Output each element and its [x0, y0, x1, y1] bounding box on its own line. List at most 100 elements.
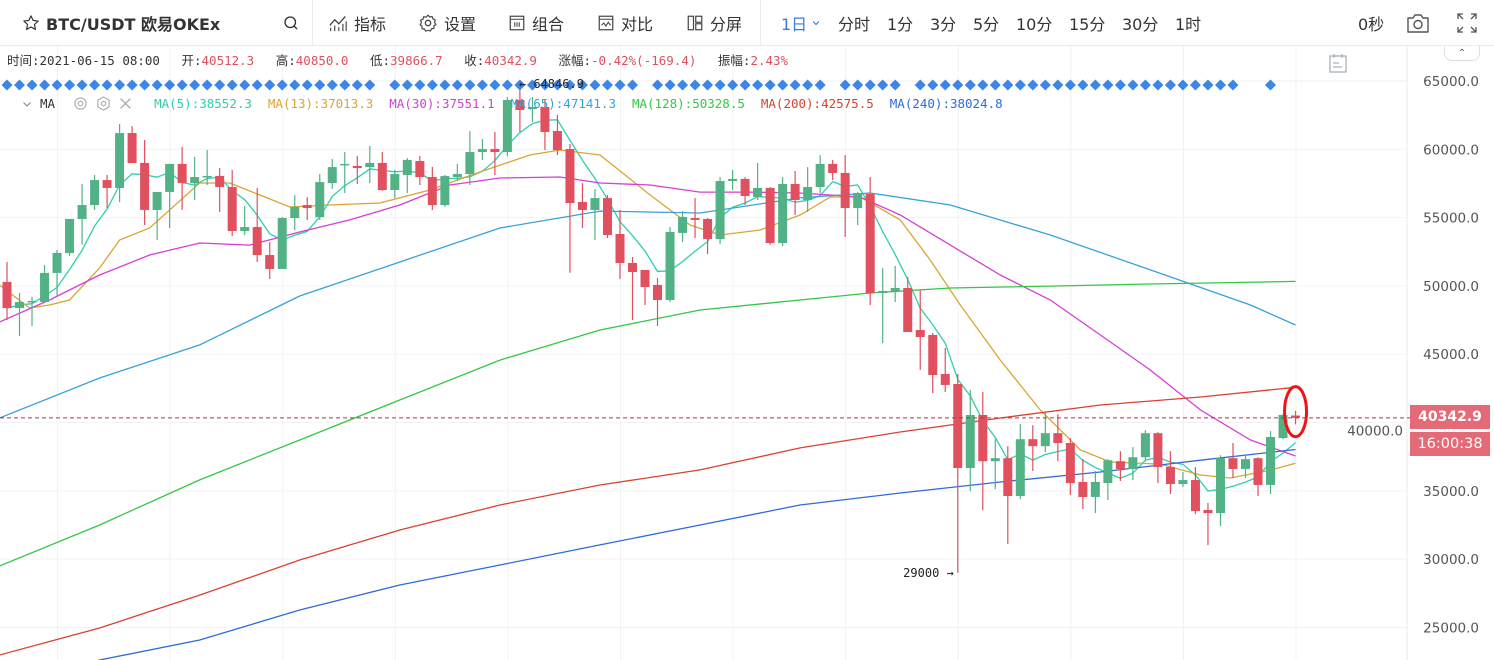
- candle-down: [1065, 443, 1075, 484]
- candle-down: [628, 262, 637, 272]
- event-marker-diamond: [351, 79, 363, 91]
- event-marker-diamond: [226, 79, 238, 91]
- event-marker-diamond: [677, 79, 689, 91]
- low-value: 39866.7: [390, 53, 443, 68]
- candle-down: [140, 162, 150, 210]
- candle-up: [1103, 460, 1113, 484]
- candle-up: [502, 99, 512, 153]
- time-value: 2021-06-15 08:00: [39, 53, 160, 68]
- interval-30m[interactable]: 30分: [1122, 0, 1158, 46]
- candle-down: [940, 374, 950, 385]
- candle-up: [390, 174, 400, 191]
- candle-up: [190, 177, 200, 184]
- candle-down: [840, 172, 850, 209]
- event-marker-diamond: [601, 79, 613, 91]
- candle-down: [252, 227, 262, 256]
- candle-down: [1203, 509, 1213, 514]
- event-marker-diamond: [314, 79, 326, 91]
- chevron-down-icon: [812, 21, 820, 26]
- y-tick-label: 30000.0: [1423, 552, 1479, 568]
- countdown-setting[interactable]: 0秒: [1358, 0, 1384, 46]
- event-marker-diamond: [464, 79, 476, 91]
- event-marker-diamond: [476, 79, 488, 91]
- event-marker-diamond: [201, 79, 213, 91]
- low-label: 低:: [369, 53, 391, 68]
- candle-up: [1140, 433, 1150, 458]
- candle-up: [1278, 415, 1288, 439]
- event-marker-diamond: [1177, 79, 1189, 91]
- ma65-line: [0, 192, 1296, 419]
- search-button[interactable]: [282, 0, 306, 46]
- symbol-selector[interactable]: BTC/USDT 欧易OKEx: [22, 0, 220, 46]
- open-value: 40512.3: [201, 53, 255, 68]
- fullscreen-button[interactable]: [1456, 0, 1484, 46]
- interval-1h[interactable]: 1时: [1175, 0, 1201, 46]
- event-marker-diamond: [627, 79, 638, 91]
- candle-up: [452, 174, 462, 178]
- interval-15m[interactable]: 15分: [1069, 0, 1105, 46]
- ma13-line: [0, 149, 1296, 479]
- event-marker-diamond: [1014, 79, 1026, 91]
- combine-button[interactable]: 组合: [508, 0, 564, 46]
- event-marker-diamond: [789, 79, 801, 91]
- event-marker-diamond: [1265, 79, 1277, 91]
- candle-down: [790, 184, 800, 200]
- candle-up: [27, 300, 37, 303]
- layers-icon: [509, 15, 525, 31]
- axis-collapse-button[interactable]: ⌃: [1444, 46, 1480, 61]
- candle-up: [1240, 459, 1250, 469]
- star-icon[interactable]: [22, 14, 40, 32]
- y-tick-label: 50000.0: [1423, 279, 1479, 295]
- eye-icon[interactable]: [73, 96, 88, 111]
- candle-up: [340, 163, 350, 166]
- candle-down: [740, 178, 750, 197]
- ma240-value: MA(240):38024.8: [889, 96, 1003, 111]
- ma200-line: [0, 386, 1296, 656]
- interval-5m[interactable]: 5分: [973, 0, 999, 46]
- interval-1d[interactable]: 1日: [781, 0, 827, 46]
- candle-down: [915, 330, 925, 338]
- candle-down: [577, 202, 587, 210]
- settings-hexagon-icon[interactable]: [96, 96, 111, 111]
- event-marker-diamond: [914, 79, 926, 91]
- event-marker-diamond: [814, 79, 826, 91]
- ma65-value: MA(65):47141.3: [510, 96, 616, 111]
- interval-label: 30分: [1122, 15, 1159, 34]
- candle-up: [1178, 480, 1188, 484]
- split-screen-button[interactable]: 分屏: [686, 0, 742, 46]
- event-marker-diamond: [189, 79, 201, 91]
- event-marker-diamond: [889, 79, 901, 91]
- candle-up: [1015, 439, 1025, 497]
- event-marker-diamond: [989, 79, 1001, 91]
- settings-button[interactable]: 设置: [418, 0, 476, 46]
- candle-up: [965, 415, 975, 469]
- interval-3m[interactable]: 3分: [930, 0, 956, 46]
- close-icon[interactable]: [119, 97, 132, 110]
- candle-down: [903, 287, 913, 332]
- interval-timeline[interactable]: 分时: [838, 0, 870, 46]
- candle-down: [615, 234, 625, 263]
- event-marker-diamond: [839, 79, 851, 91]
- interval-label: 3分: [930, 15, 957, 34]
- collapse-chevron-icon[interactable]: [22, 99, 32, 109]
- indicators-button[interactable]: 指标: [328, 0, 386, 46]
- candle-up: [115, 133, 125, 188]
- screenshot-button[interactable]: [1406, 0, 1436, 46]
- event-marker-diamond: [151, 79, 163, 91]
- candle-down: [2, 281, 12, 309]
- candle-up: [890, 287, 900, 291]
- time-label: 时间:: [7, 53, 40, 68]
- compare-button[interactable]: 对比: [597, 0, 653, 46]
- event-marker-diamond: [964, 79, 976, 91]
- event-marker-diamond: [1189, 79, 1201, 91]
- y-tick-label: 65000.0: [1423, 74, 1479, 90]
- candle-down: [102, 180, 112, 188]
- notepad-icon[interactable]: [1327, 52, 1349, 74]
- candle-down: [127, 133, 137, 163]
- candle-up: [465, 152, 475, 175]
- last-price-label: 40342.9: [1410, 405, 1490, 429]
- interval-1m[interactable]: 1分: [887, 0, 913, 46]
- interval-10m[interactable]: 10分: [1016, 0, 1052, 46]
- candle-down: [978, 415, 988, 462]
